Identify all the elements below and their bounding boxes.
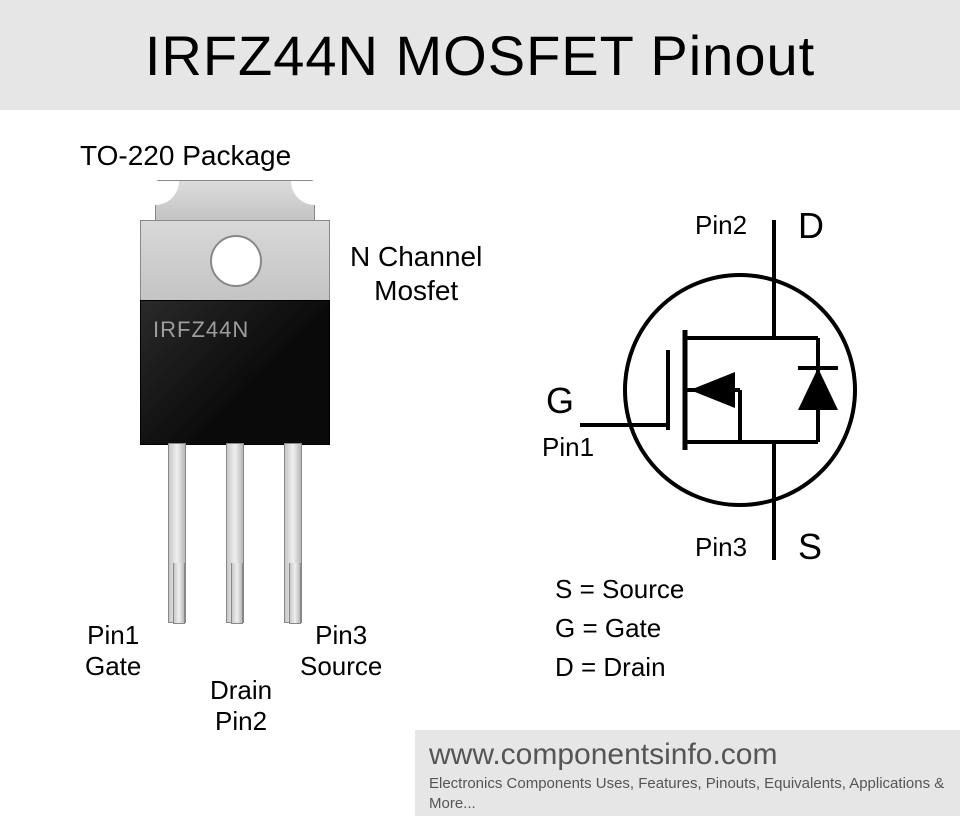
pin-legend: S = Source G = Gate D = Drain [555, 570, 684, 687]
schematic-symbol: Pin2 D G Pin1 Pin3 S [540, 210, 900, 570]
legend-drain: D = Drain [555, 648, 684, 687]
header-bar: IRFZ44N MOSFET Pinout [0, 0, 960, 110]
mosfet-symbol-svg [540, 210, 900, 570]
component-marking: IRFZ44N [153, 317, 249, 342]
pin3-name: Source [300, 651, 382, 681]
component-body: IRFZ44N [140, 300, 330, 445]
sch-G-label: G [546, 380, 574, 422]
sch-pin2-label: Pin2 [695, 210, 747, 241]
pin2-leg [226, 443, 244, 623]
pin2-label: Drain Pin2 [210, 675, 272, 737]
content-area: TO-220 Package N Channel Mosfet IRFZ44N … [0, 110, 960, 730]
pin3-leg [284, 443, 302, 623]
sch-S-label: S [798, 526, 822, 568]
footer-tagline: Electronics Components Uses, Features, P… [429, 774, 946, 813]
sch-D-label: D [798, 205, 824, 247]
sch-pin3-label: Pin3 [695, 532, 747, 563]
pin1-leg [168, 443, 186, 623]
pin1-name: Gate [85, 651, 141, 681]
sch-pin1-label: Pin1 [542, 432, 594, 463]
legend-gate: G = Gate [555, 609, 684, 648]
type-line2: Mosfet [374, 275, 458, 306]
pin2-num: Pin2 [215, 706, 267, 736]
legend-source: S = Source [555, 570, 684, 609]
footer-bar: www.componentsinfo.com Electronics Compo… [415, 730, 960, 816]
mounting-hole [210, 235, 262, 287]
page-title: IRFZ44N MOSFET Pinout [145, 23, 815, 88]
pin3-num: Pin3 [315, 620, 367, 650]
type-line1: N Channel [350, 241, 482, 272]
pin2-name: Drain [210, 675, 272, 705]
mosfet-type-label: N Channel Mosfet [350, 240, 482, 307]
pin1-label: Pin1 Gate [85, 620, 141, 682]
component-drawing: IRFZ44N [130, 180, 340, 620]
footer-url: www.componentsinfo.com [429, 738, 946, 772]
pin1-num: Pin1 [87, 620, 139, 650]
package-label: TO-220 Package [80, 140, 291, 172]
pin3-label: Pin3 Source [300, 620, 382, 682]
